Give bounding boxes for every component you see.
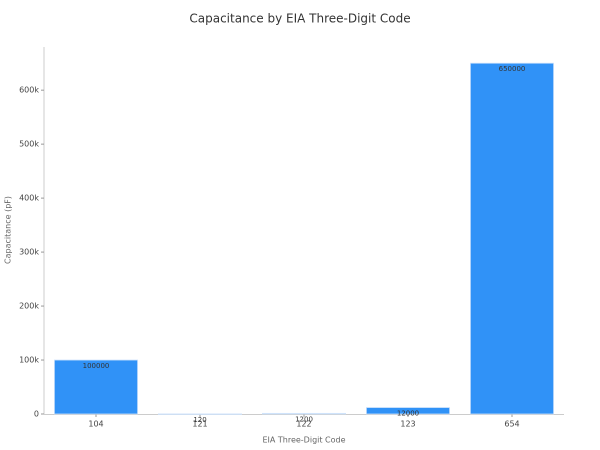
data-label: 1200 <box>295 415 313 423</box>
data-label: 12000 <box>397 410 419 418</box>
y-tick-label: 300k <box>19 248 39 257</box>
x-tick-label: 654 <box>504 420 519 429</box>
bar <box>365 407 450 415</box>
x-tick-label: 123 <box>400 420 415 429</box>
bar <box>54 359 138 415</box>
x-tick-label: 122 <box>296 420 311 429</box>
bar <box>261 412 346 415</box>
chart-title: Capacitance by EIA Three-Digit Code <box>189 12 410 26</box>
y-tick-label: 400k <box>19 194 39 203</box>
data-label: 100000 <box>83 362 110 370</box>
data-label: 120 <box>193 416 206 424</box>
y-tick-label: 500k <box>19 140 39 149</box>
data-label: 650000 <box>499 65 526 73</box>
y-axis-title: Capacitance (pF) <box>4 196 13 264</box>
x-tick-label: 104 <box>88 420 103 429</box>
bar <box>157 413 242 415</box>
y-tick-label: 200k <box>19 302 39 311</box>
x-axis-title: EIA Three-Digit Code <box>262 436 345 445</box>
y-tick-label: 600k <box>19 86 39 95</box>
x-tick-label: 121 <box>192 420 207 429</box>
y-tick-label: 0 <box>34 410 39 419</box>
y-tick-label: 100k <box>19 356 39 365</box>
bar <box>469 62 554 415</box>
